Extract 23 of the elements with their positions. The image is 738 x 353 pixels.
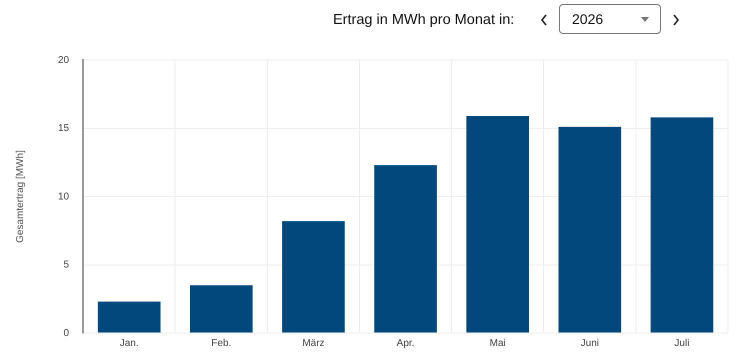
bar [190, 285, 253, 332]
x-tick-label: März [302, 338, 325, 349]
x-tick-label: Jan. [120, 338, 139, 349]
y-tick-label: 0 [64, 328, 70, 339]
bar [558, 126, 622, 332]
x-tick-label: Apr. [396, 338, 414, 349]
x-tick-label: Mai [490, 338, 506, 349]
x-tick-label: Juni [580, 338, 599, 349]
y-tick-label: 20 [58, 54, 70, 66]
x-tick-label: Feb. [211, 338, 232, 349]
y-tick-label: 15 [58, 123, 70, 134]
year-dropdown: 2026 [559, 4, 661, 34]
bar [374, 165, 437, 332]
x-tick-label: Juli [674, 338, 690, 349]
bar [650, 117, 714, 332]
chart-subtitle: 2026 [572, 11, 604, 27]
y-tick-label: 10 [58, 191, 70, 202]
bar [98, 302, 161, 332]
y-axis-title: Gesamtertrag [MWh] [14, 150, 26, 243]
bar [466, 116, 530, 332]
bar [282, 221, 345, 332]
y-tick-label: 5 [64, 260, 70, 270]
chart-title: Ertrag in MWh pro Monat in: [333, 12, 514, 28]
